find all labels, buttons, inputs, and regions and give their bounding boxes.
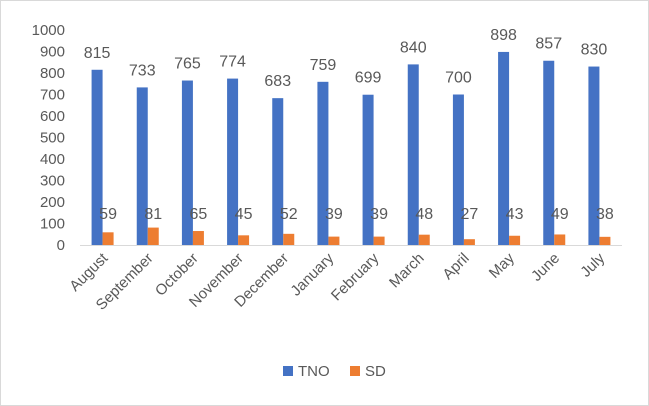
y-tick-label: 900 — [40, 44, 65, 61]
y-tick-label: 400 — [40, 151, 65, 168]
bar-sd — [147, 227, 159, 245]
data-label-tno: 700 — [445, 70, 472, 87]
bar-sd — [509, 235, 521, 245]
bar-tno — [498, 51, 510, 246]
legend-swatch-sd — [350, 366, 360, 376]
data-label-sd: 43 — [506, 206, 524, 223]
bar-sd — [463, 239, 475, 245]
bar-tno — [272, 98, 284, 245]
bar-tno — [227, 78, 239, 245]
y-tick-label: 300 — [40, 173, 65, 190]
data-label-tno: 699 — [355, 70, 382, 87]
y-tick-label: 1000 — [32, 22, 65, 39]
data-label-sd: 81 — [144, 206, 162, 223]
bar-tno — [91, 69, 103, 246]
x-category-label: April — [440, 250, 473, 283]
data-label-tno: 765 — [174, 56, 201, 73]
legend-swatch-tno — [283, 366, 293, 376]
bar-sd — [373, 236, 385, 245]
data-label-tno: 683 — [264, 73, 291, 90]
data-label-sd: 27 — [461, 206, 479, 223]
data-label-sd: 39 — [370, 206, 388, 223]
legend-label-sd: SD — [365, 363, 386, 380]
bar-sd — [238, 235, 250, 245]
bar-sd — [418, 234, 430, 245]
data-label-tno: 759 — [310, 57, 337, 74]
data-label-sd: 65 — [190, 206, 208, 223]
y-tick-label: 200 — [40, 194, 65, 211]
data-label-sd: 52 — [280, 206, 298, 223]
bar-tno — [407, 64, 419, 246]
bar-tno — [317, 81, 329, 245]
x-category-label: March — [386, 250, 427, 291]
data-label-tno: 840 — [400, 39, 427, 56]
bar-sd — [328, 236, 340, 245]
legend: TNO SD — [283, 363, 386, 380]
y-tick-label: 600 — [40, 108, 65, 125]
legend-label-tno: TNO — [298, 363, 330, 380]
data-label-tno: 857 — [535, 36, 562, 53]
bar-sd — [554, 234, 566, 245]
bar-sd — [102, 232, 114, 245]
bar-sd — [283, 233, 295, 245]
data-label-tno: 774 — [219, 54, 246, 71]
data-label-tno: 733 — [129, 62, 156, 79]
bars — [91, 51, 611, 246]
data-label-tno: 815 — [84, 45, 111, 62]
data-label-sd: 59 — [99, 206, 117, 223]
data-label-sd: 39 — [325, 206, 343, 223]
data-label-sd: 49 — [551, 206, 569, 223]
data-label-sd: 48 — [415, 206, 433, 223]
data-label-sd: 45 — [235, 206, 253, 223]
x-category-label: June — [528, 250, 563, 285]
data-label-tno: 898 — [490, 27, 517, 44]
data-label-tno: 830 — [581, 42, 608, 59]
y-tick-label: 700 — [40, 87, 65, 104]
bar-tno — [181, 80, 193, 246]
y-axis-ticks: 0 100 200 300 400 500 600 700 800 900 1000 — [32, 22, 65, 254]
data-label-sd: 38 — [596, 206, 614, 223]
x-category-label: July — [577, 249, 608, 280]
y-tick-label: 800 — [40, 65, 65, 82]
y-tick-label: 0 — [57, 237, 65, 254]
bar-tno — [362, 94, 374, 245]
y-tick-label: 500 — [40, 130, 65, 147]
y-tick-label: 100 — [40, 216, 65, 233]
bar-tno — [588, 66, 600, 245]
bar-tno — [543, 60, 555, 246]
bar-tno — [136, 87, 148, 245]
x-category-label: May — [486, 249, 518, 281]
x-category-label: February — [328, 249, 383, 304]
x-axis-categories: AugustSeptemberOctoberNovemberDecemberJa… — [66, 249, 608, 313]
bar-sd — [192, 231, 204, 245]
bar-tno — [452, 94, 464, 245]
data-labels: 815 59 733 81 765 65 774 45 683 52 759 39 699 39 840 48… — [84, 27, 614, 223]
bar-sd — [599, 236, 611, 245]
